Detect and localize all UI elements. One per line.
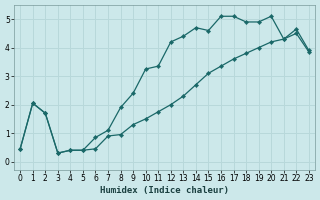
X-axis label: Humidex (Indice chaleur): Humidex (Indice chaleur) [100,186,229,195]
